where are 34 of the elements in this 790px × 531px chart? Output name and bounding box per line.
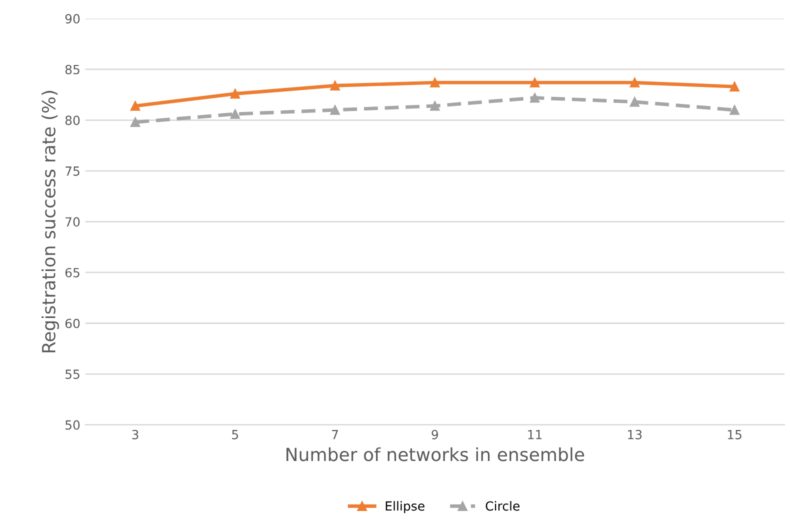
point <box>130 101 140 111</box>
y-tick-label: 75 <box>66 166 80 176</box>
x-tick-label: 11 <box>528 430 542 440</box>
y-tick-label: 65 <box>65 268 80 278</box>
point <box>130 117 140 128</box>
point <box>430 78 440 88</box>
point <box>630 96 640 107</box>
x-tick-label: 9 <box>432 430 438 440</box>
point <box>430 101 440 111</box>
legend-label: Ellipse <box>386 501 424 514</box>
y-tick-label: 80 <box>65 116 80 126</box>
point <box>330 105 340 115</box>
x-axis-title: Number of networks in ensemble <box>286 447 584 462</box>
point <box>730 105 740 115</box>
point <box>530 92 540 103</box>
point <box>330 80 340 90</box>
y-tick-label: 60 <box>65 318 80 328</box>
point <box>230 88 240 99</box>
y-axis-title: Registration success rate (%) <box>42 90 59 352</box>
point <box>630 78 640 88</box>
y-tick-label: 85 <box>65 64 80 74</box>
legend-label: Circle <box>486 501 520 511</box>
y-tick-label: 55 <box>66 370 80 379</box>
point <box>730 82 740 92</box>
y-tick-label: 70 <box>66 217 80 227</box>
y-tick-label: 50 <box>66 420 80 430</box>
x-tick-label: 7 <box>332 430 338 440</box>
x-tick-label: 5 <box>232 430 238 440</box>
x-tick-label: 3 <box>132 430 138 440</box>
x-tick-label: 15 <box>728 430 742 440</box>
point <box>530 78 540 88</box>
point <box>230 109 240 119</box>
x-tick-label: 13 <box>628 430 642 440</box>
y-tick-label: 90 <box>65 14 80 24</box>
